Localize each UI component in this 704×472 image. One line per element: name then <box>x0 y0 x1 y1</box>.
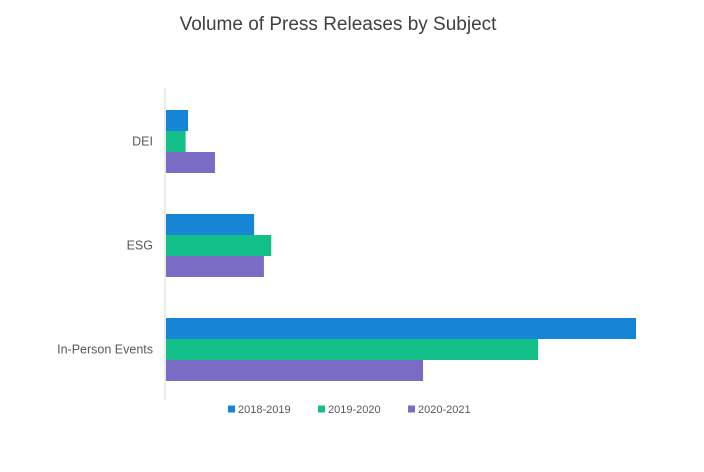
legend-swatch <box>318 405 325 413</box>
category-label: ESG <box>127 239 153 253</box>
bar-dei-2018-2019 <box>166 110 189 131</box>
legend-label: 2018-2019 <box>238 404 291 416</box>
bar-esg-2020-2021 <box>166 256 264 277</box>
bar-dei-2019-2020 <box>166 131 186 152</box>
bar-in-person-events-2019-2020 <box>166 339 539 360</box>
legend-swatch <box>228 405 235 413</box>
bar-in-person-events-2018-2019 <box>166 318 636 339</box>
legend-swatch <box>408 405 415 413</box>
bar-in-person-events-2020-2021 <box>166 360 424 381</box>
category-label: In-Person Events <box>57 343 153 357</box>
bar-dei-2020-2021 <box>166 152 215 173</box>
legend-label: 2020-2021 <box>418 404 471 416</box>
category-label: DEI <box>132 135 153 149</box>
chart-title: Volume of Press Releases by Subject <box>179 14 497 35</box>
bar-esg-2019-2020 <box>166 235 272 256</box>
bar-esg-2018-2019 <box>166 214 255 235</box>
legend-label: 2019-2020 <box>328 404 381 416</box>
